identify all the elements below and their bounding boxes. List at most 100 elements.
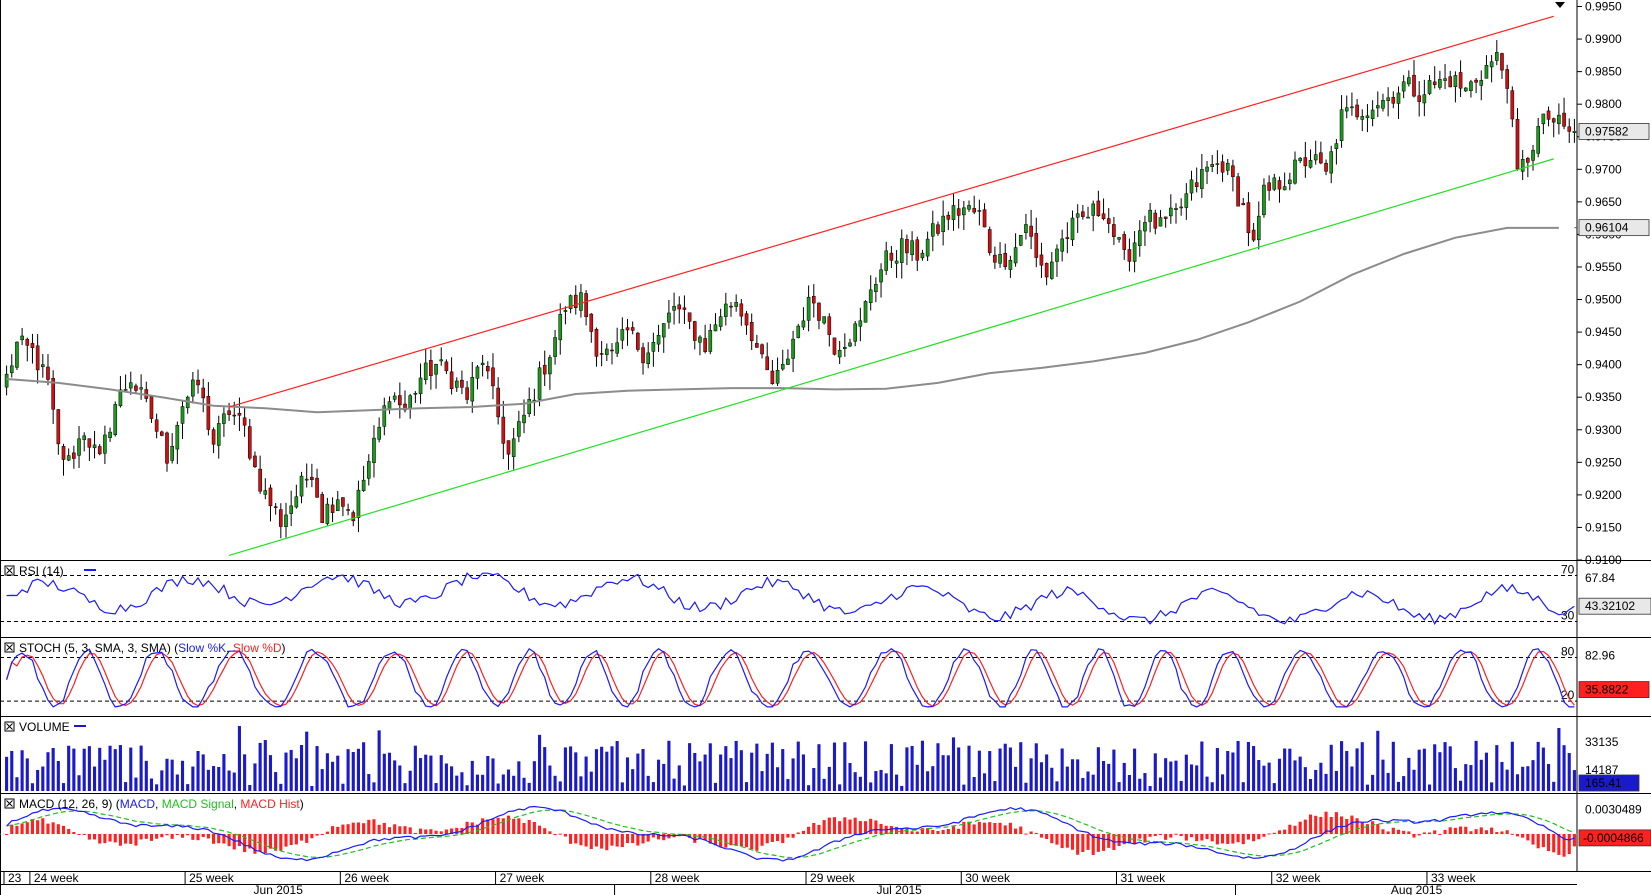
week-label: 30 week — [965, 871, 1011, 885]
macd-hist-bar — [993, 822, 997, 834]
volume-bar — [450, 766, 454, 791]
volume-bar — [1117, 782, 1121, 791]
candle-body — [485, 366, 490, 372]
price-tick-label: 0.9100 — [1585, 553, 1622, 567]
macd-hist-bar — [693, 834, 697, 843]
volume-bar — [646, 775, 650, 791]
macd-hist-bar — [289, 834, 293, 846]
volume-bar — [25, 758, 29, 791]
macd-hist-bar — [25, 822, 29, 834]
candle-body — [403, 403, 407, 411]
macd-hist-bar — [522, 822, 526, 834]
macd-hist-bar — [124, 834, 128, 844]
volume-bar — [1402, 776, 1406, 791]
macd-hist-bar — [910, 831, 914, 834]
volume-bar — [486, 756, 490, 791]
volume-bar — [1422, 748, 1426, 791]
macd-hist-bar — [853, 817, 857, 834]
candle-body — [475, 366, 480, 379]
volume-bar — [1381, 759, 1385, 791]
macd-hist-bar — [227, 834, 231, 847]
candle-body — [97, 446, 102, 455]
volume-bar — [263, 740, 267, 791]
candle-body — [915, 239, 920, 261]
macd-hist-bar — [843, 817, 847, 834]
candle-body — [1319, 152, 1323, 164]
volume-bar — [605, 751, 609, 791]
candle-body — [1355, 104, 1359, 118]
candle-body — [1215, 163, 1220, 165]
candle-body — [30, 343, 35, 348]
volume-bar — [1303, 767, 1307, 791]
candle-body — [1153, 212, 1158, 229]
macd-hist-bar — [1039, 834, 1044, 838]
macd-hist-bar — [615, 834, 619, 847]
volume-bar — [527, 782, 531, 791]
macd-hist-bar — [869, 818, 873, 834]
volume-bar — [951, 737, 956, 791]
candle-body — [1375, 105, 1380, 109]
rsi-panel: 70 30 67.84 43.32102 — [0, 563, 1651, 626]
volume-bar — [1334, 770, 1338, 791]
macd-hist-bar — [1412, 834, 1416, 838]
week-label: 32 week — [1276, 871, 1322, 885]
macd-hist-bar — [170, 834, 174, 839]
volume-bar — [1562, 745, 1566, 791]
volume-bar — [1112, 749, 1116, 791]
price-tick-label: 0.9450 — [1585, 325, 1622, 339]
volume-bar — [180, 760, 185, 791]
volume-bar — [331, 761, 335, 791]
candle-body — [434, 363, 438, 375]
candle-body — [646, 352, 651, 365]
moving-average-value-box — [1578, 219, 1650, 237]
rsi-level-30-label: 30 — [1561, 609, 1575, 623]
candle-body — [1531, 149, 1535, 161]
macd-hist-bar — [563, 834, 567, 837]
candle-body — [786, 358, 790, 365]
candle-body — [765, 356, 770, 371]
volume-bar — [1541, 747, 1545, 791]
volume-bar — [1189, 764, 1194, 791]
macd-hist-bar — [1034, 832, 1038, 834]
macd-hist-bar — [827, 817, 831, 834]
volume-bar — [227, 770, 231, 791]
candle-body — [780, 364, 785, 370]
volume-bar — [791, 758, 795, 791]
macd-hist-bar — [1308, 814, 1313, 834]
candle-body — [387, 401, 392, 410]
candle-body — [1463, 87, 1468, 92]
volume-bar — [1557, 727, 1561, 791]
macd-hist-bar — [1200, 834, 1204, 841]
macd-hist-bar — [1226, 834, 1230, 844]
week-label: 31 week — [1120, 871, 1166, 885]
candle-body — [175, 424, 180, 450]
volume-bar — [1314, 769, 1318, 791]
volume-bar — [77, 775, 81, 791]
month-label: Jun 2015 — [254, 883, 304, 895]
volume-bar — [1495, 745, 1499, 791]
volume-bar — [367, 774, 371, 791]
volume-bar — [46, 752, 50, 791]
macd-hist-bar — [1014, 828, 1018, 834]
candle-body — [718, 316, 723, 327]
macd-hist-bar — [1122, 834, 1126, 845]
macd-hist-bar — [594, 834, 599, 847]
macd-hist-bar — [331, 826, 335, 834]
volume-bar — [1350, 766, 1354, 791]
macd-hist-bar — [1479, 827, 1483, 834]
macd-hist-bar — [1319, 816, 1323, 834]
macd-hist-bar — [1221, 834, 1225, 844]
candle-body — [56, 409, 61, 445]
price-tick-label: 0.9850 — [1585, 65, 1622, 79]
moving-average-value-label: 0.96104 — [1585, 221, 1629, 235]
volume-bar — [584, 756, 588, 791]
macd-hist-bar — [336, 826, 340, 834]
macd-hist-bar — [1396, 829, 1401, 834]
macd-hist-bar — [1567, 834, 1571, 855]
volume-bar — [993, 781, 997, 791]
macd-hist-bar — [1246, 834, 1250, 840]
candle-body — [289, 505, 293, 514]
macd-hist-bar — [776, 834, 780, 842]
macd-hist-bar — [832, 817, 837, 834]
volume-bar — [439, 755, 443, 791]
